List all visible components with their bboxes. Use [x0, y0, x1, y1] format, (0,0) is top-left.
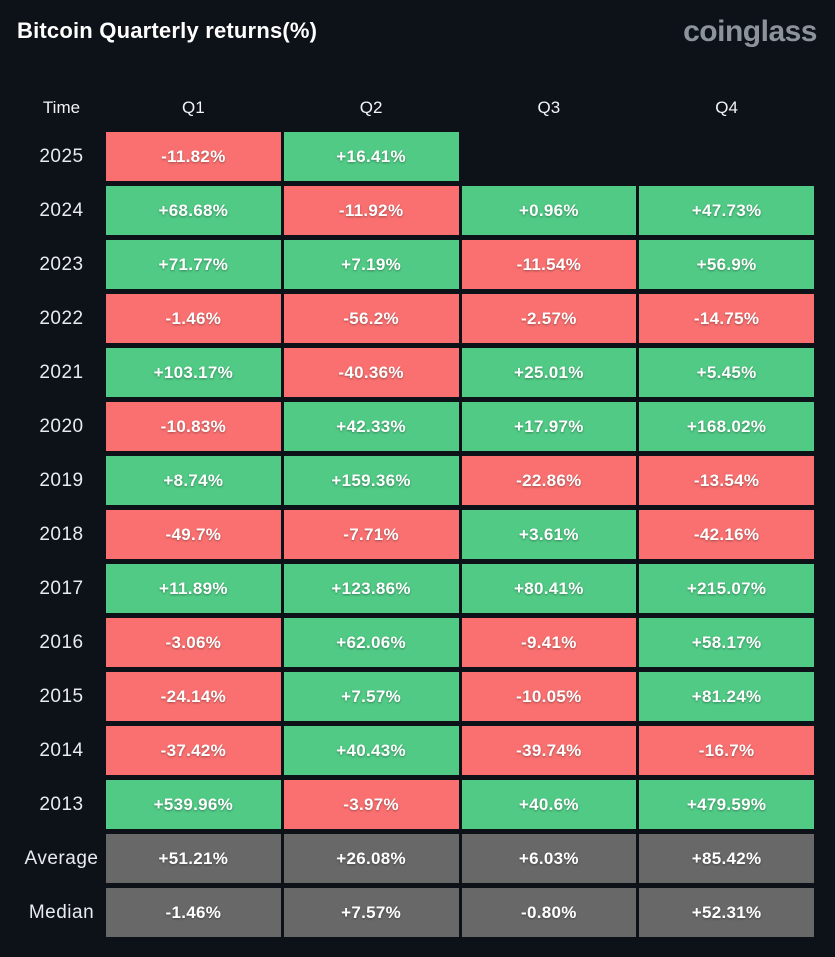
return-cell: +47.73% — [639, 186, 814, 235]
column-header-q4: Q4 — [715, 97, 738, 117]
return-cell: -37.42% — [106, 726, 281, 775]
row-label: 2015 — [39, 685, 84, 707]
return-cell: +16.41% — [283, 132, 459, 181]
row-label: 2019 — [39, 469, 84, 491]
return-cell: -11.54% — [461, 240, 637, 289]
return-cell: +81.24% — [639, 672, 814, 721]
return-cell: +7.57% — [283, 672, 459, 721]
row-label: 2018 — [39, 523, 84, 545]
row-label: Median — [28, 901, 95, 923]
return-cell: +17.97% — [461, 402, 637, 451]
return-cell: -14.75% — [639, 294, 814, 343]
return-cell: +42.33% — [283, 402, 459, 451]
return-cell: -24.14% — [106, 672, 281, 721]
return-cell: +68.68% — [106, 186, 281, 235]
return-cell: +159.36% — [283, 456, 459, 505]
return-cell: -1.46% — [106, 888, 281, 937]
return-cell: +58.17% — [639, 618, 814, 667]
page-title: Bitcoin Quarterly returns(%) — [17, 18, 318, 43]
column-header-q2: Q2 — [359, 97, 383, 117]
row-label: 2020 — [39, 415, 84, 437]
return-cell: +7.19% — [283, 240, 459, 289]
return-cell: -0.80% — [461, 888, 637, 937]
return-cell: +51.21% — [106, 834, 281, 883]
return-cell: -42.16% — [639, 510, 814, 559]
return-cell: -11.82% — [106, 132, 281, 181]
return-cell: +6.03% — [461, 834, 637, 883]
return-cell: -9.41% — [461, 618, 637, 667]
return-cell: -7.71% — [283, 510, 459, 559]
coinglass-logo: coinglass — [683, 15, 817, 48]
return-cell: +7.57% — [283, 888, 459, 937]
return-cell: +71.77% — [106, 240, 281, 289]
return-cell: +479.59% — [639, 780, 814, 829]
return-cell: +5.45% — [639, 348, 814, 397]
return-cell: -2.57% — [461, 294, 637, 343]
column-header-time: Time — [42, 97, 81, 117]
return-cell: -10.83% — [106, 402, 281, 451]
page-header: Bitcoin Quarterly returns(%) coinglass — [0, 0, 835, 60]
return-cell: +40.6% — [461, 780, 637, 829]
return-cell: +3.61% — [461, 510, 637, 559]
column-header-q1: Q1 — [182, 97, 205, 117]
row-label: 2024 — [39, 199, 84, 221]
return-cell: +11.89% — [106, 564, 281, 613]
return-cell: -10.05% — [461, 672, 637, 721]
return-cell: +52.31% — [639, 888, 814, 937]
row-label: 2021 — [39, 361, 84, 383]
return-cell: +25.01% — [461, 348, 637, 397]
return-cell: +8.74% — [106, 456, 281, 505]
return-cell: +539.96% — [106, 780, 281, 829]
row-label: 2017 — [39, 577, 84, 599]
return-cell: +215.07% — [639, 564, 814, 613]
row-label: 2016 — [39, 631, 84, 653]
return-cell: +56.9% — [639, 240, 814, 289]
return-cell: +103.17% — [106, 348, 281, 397]
return-cell: +168.02% — [639, 402, 814, 451]
return-cell: +80.41% — [461, 564, 637, 613]
return-cell: +85.42% — [639, 834, 814, 883]
return-cell: -3.97% — [283, 780, 459, 829]
return-cell: +123.86% — [283, 564, 459, 613]
return-cell: -49.7% — [106, 510, 281, 559]
row-label: Average — [24, 847, 99, 869]
return-cell: +0.96% — [461, 186, 637, 235]
row-label: 2014 — [39, 739, 84, 761]
return-cell: -56.2% — [283, 294, 459, 343]
return-cell: -11.92% — [283, 186, 459, 235]
row-label: 2013 — [39, 793, 84, 815]
row-label: 2023 — [39, 253, 84, 275]
return-cell: -40.36% — [283, 348, 459, 397]
row-label: 2025 — [39, 145, 84, 167]
column-header-q3: Q3 — [537, 97, 561, 117]
return-cell: -13.54% — [639, 456, 814, 505]
return-cell: -3.06% — [106, 618, 281, 667]
return-cell: +40.43% — [283, 726, 459, 775]
return-cell: -1.46% — [106, 294, 281, 343]
row-label: 2022 — [39, 307, 84, 329]
return-cell: +26.08% — [283, 834, 459, 883]
return-cell: +62.06% — [283, 618, 459, 667]
quarterly-returns-table: Time Q1 Q2 Q3 Q4 2025 -11.82% +16.41% 2024 +68.68… — [0, 88, 835, 937]
empty-cell — [462, 132, 637, 181]
return-cell: -39.74% — [461, 726, 637, 775]
return-cell: -22.86% — [461, 456, 637, 505]
empty-cell — [639, 132, 814, 181]
return-cell: -16.7% — [639, 726, 814, 775]
